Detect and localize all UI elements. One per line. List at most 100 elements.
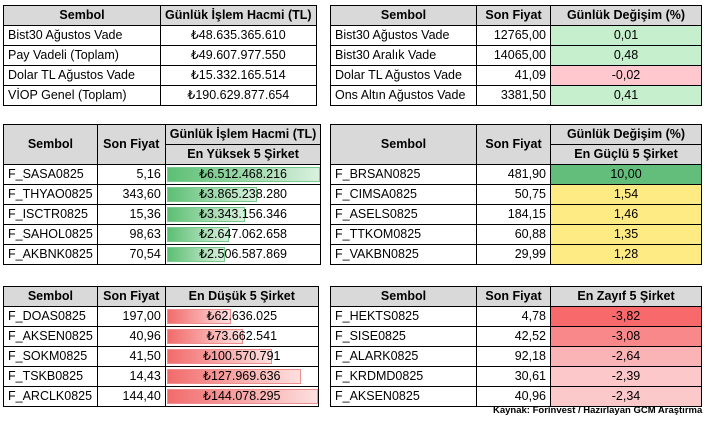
table-row: F_HEKTS0825 4,78 -3,82 <box>330 306 702 327</box>
table-row: F_THYAO0825 343,60 ₺3.865.238.280 <box>3 184 322 205</box>
change-cell: 0,01 <box>550 25 702 46</box>
table-subheader-row: En Güçlü 5 Şirket <box>331 144 702 165</box>
volume-cell: ₺15.332.165.514 <box>160 65 317 86</box>
volume-bar-cell: ₺2.647.062.658 <box>164 224 322 245</box>
volume-data-bar <box>166 167 320 182</box>
volume-bar-cell: ₺3.865.238.280 <box>164 184 322 205</box>
volume-data-bar <box>166 247 225 262</box>
table-row: F_ARCLK0825 144,40 ₺144.078.295 <box>3 386 319 407</box>
volume-data-bar <box>166 309 232 324</box>
price-cell: 70,54 <box>96 244 166 265</box>
top-volume-table: Sembol Son Fiyat Günlük İşlem Hacmi (TL)… <box>3 124 322 265</box>
volume-data-bar <box>166 389 318 404</box>
volume-bar-cell: ₺2.506.587.869 <box>164 244 322 265</box>
symbol-cell: Dolar TL Ağustos Vade <box>3 65 161 86</box>
table-row: F_VAKBN0825 29,99 1,28 <box>330 244 702 265</box>
symbol-cell: F_AKSEN0825 <box>330 386 477 407</box>
table-row: F_AKBNK0825 70,54 ₺2.506.587.869 <box>3 244 322 265</box>
price-cell: 60,88 <box>476 224 551 245</box>
symbol-cell: Bist30 Aralık Vade <box>330 45 477 66</box>
change-cell: 1,46 <box>550 204 702 225</box>
price-cell: 144,40 <box>96 386 166 407</box>
price-cell: 30,61 <box>476 366 551 387</box>
table-header-row: Sembol Son Fiyat Günlük İşlem Hacmi (TL) <box>3 124 322 165</box>
table-row: F_KRDMD0825 30,61 -2,39 <box>330 366 702 387</box>
price-cell: 3381,50 <box>476 85 551 106</box>
col-header-symbol: Sembol <box>330 5 477 26</box>
volume-value: ₺3.865.238.280 <box>199 187 287 201</box>
change-cell: 1,54 <box>550 184 702 205</box>
symbol-cell: F_DOAS0825 <box>3 306 98 327</box>
symbol-cell: F_CIMSA0825 <box>330 184 477 205</box>
table-row: Pay Vadeli (Toplam) ₺49.607.977.550 <box>3 45 317 66</box>
table-row: VİOP Genel (Toplam) ₺190.629.877.654 <box>3 85 317 106</box>
volume-value: ₺2.506.587.869 <box>199 247 287 261</box>
table-row: F_SISE0825 42,52 -3,08 <box>330 326 702 347</box>
volume-bar-cell: ₺3.343.156.346 <box>164 204 322 225</box>
change-cell: -3,08 <box>550 326 702 347</box>
volume-data-bar <box>166 187 257 202</box>
symbol-cell: Bist30 Ağustos Vade <box>3 25 161 46</box>
volume-value: ₺100.570.791 <box>203 349 281 363</box>
symbol-cell: F_KRDMD0825 <box>330 366 477 387</box>
col-header-symbol: Sembol <box>330 124 477 165</box>
symbol-cell: Dolar TL Ağustos Vade <box>330 65 477 86</box>
table-row: Bist30 Ağustos Vade ₺48.635.365.610 <box>3 25 317 46</box>
volume-bar-cell: ₺62.636.025 <box>164 306 319 327</box>
price-cell: 5,16 <box>96 164 166 185</box>
col-header-lowest5: En Düşük 5 Şirket <box>164 286 319 307</box>
volume-bar-cell: ₺144.078.295 <box>164 386 319 407</box>
volume-value: ₺62.636.025 <box>206 309 278 323</box>
col-header-last-price: Son Fiyat <box>96 286 166 307</box>
volume-data-bar <box>166 369 302 384</box>
price-cell: 42,52 <box>476 326 551 347</box>
volume-bar-cell: ₺6.512.468.216 <box>164 164 322 185</box>
symbol-cell: F_THYAO0825 <box>3 184 98 205</box>
symbol-cell: F_ASELS0825 <box>330 204 477 225</box>
symbol-cell: F_ARCLK0825 <box>3 386 98 407</box>
strongest-change-table: Sembol Son Fiyat Günlük Değişim (%) En G… <box>330 124 702 265</box>
price-cell: 40,96 <box>96 326 166 347</box>
symbol-cell: Ons Altın Ağustos Vade <box>330 85 477 106</box>
table-row: F_SASA0825 5,16 ₺6.512.468.216 <box>3 164 322 185</box>
col-header-last-price: Son Fiyat <box>96 124 166 165</box>
price-cell: 4,78 <box>476 306 551 327</box>
price-cell: 14065,00 <box>476 45 551 66</box>
volume-bar-cell: ₺127.969.636 <box>164 366 319 387</box>
table-row: Ons Altın Ağustos Vade 3381,50 0,41 <box>330 85 702 106</box>
volume-value: ₺144.078.295 <box>203 389 281 403</box>
volume-data-bar <box>166 207 245 222</box>
price-cell: 481,90 <box>476 164 551 185</box>
table-subheader-row: En Yüksek 5 Şirket <box>4 144 322 165</box>
table-header-row: Sembol Son Fiyat Günlük Değişim (%) <box>330 124 702 165</box>
symbol-cell: F_TSKB0825 <box>3 366 98 387</box>
volume-data-bar <box>166 227 230 242</box>
symbol-cell: Pay Vadeli (Toplam) <box>3 45 161 66</box>
table-row: F_CIMSA0825 50,75 1,54 <box>330 184 702 205</box>
change-cell: 10,00 <box>550 164 702 185</box>
table-row: F_TTKOM0825 60,88 1,35 <box>330 224 702 245</box>
table-row: F_ALARK0825 92,18 -2,64 <box>330 346 702 367</box>
price-cell: 50,75 <box>476 184 551 205</box>
col-subheader-strongest: En Güçlü 5 Şirket <box>550 144 702 165</box>
lowest-volume-table: Sembol Son Fiyat En Düşük 5 Şirket F_DOA… <box>3 286 319 407</box>
price-cell: 12765,00 <box>476 25 551 46</box>
change-cell: 1,35 <box>550 224 702 245</box>
symbol-cell: F_SOKM0825 <box>3 346 98 367</box>
price-cell: 343,60 <box>96 184 166 205</box>
volume-value: ₺73.662.541 <box>206 329 278 343</box>
col-header-symbol: Sembol <box>3 124 98 165</box>
table-row: Bist30 Aralık Vade 14065,00 0,48 <box>330 45 702 66</box>
price-cell: 40,96 <box>476 386 551 407</box>
volume-value: ₺127.969.636 <box>203 369 281 383</box>
col-header-last-price: Son Fiyat <box>476 124 551 165</box>
col-header-daily-change: Günlük Değişim (%) <box>550 124 702 145</box>
table-row: F_ISCTR0825 15,36 ₺3.343.156.346 <box>3 204 322 225</box>
table-row: Dolar TL Ağustos Vade 41,09 -0,02 <box>330 65 702 86</box>
table-row: Dolar TL Ağustos Vade ₺15.332.165.514 <box>3 65 317 86</box>
col-header-last-price: Son Fiyat <box>476 5 551 26</box>
symbol-cell: F_SISE0825 <box>330 326 477 347</box>
price-cell: 41,50 <box>96 346 166 367</box>
change-cell: -2,34 <box>550 386 702 407</box>
change-cell: 1,28 <box>550 244 702 265</box>
